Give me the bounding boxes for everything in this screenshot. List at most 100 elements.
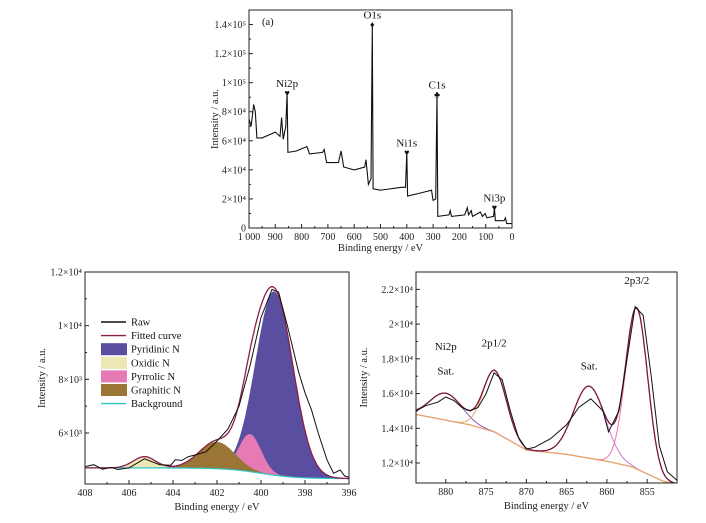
component-area-graphitic-n (85, 441, 349, 479)
y-tick-label: 1.2×10⁴ (50, 268, 82, 279)
x-tick-label: 100 (478, 232, 493, 243)
component-area-pyridinic-n (85, 291, 349, 479)
y-tick-label: 2×10⁴ (389, 320, 414, 331)
legend-label: Pyridinic N (131, 345, 180, 356)
component-curve-0 (416, 392, 676, 483)
plot-frame (248, 9, 513, 229)
fitted-curve (85, 286, 349, 480)
legend-color-swatch (101, 370, 127, 383)
peak-label: C1s (428, 79, 445, 91)
survey-spectrum-line (249, 24, 512, 225)
x-tick-label: 875 (479, 487, 494, 498)
peak-label: Ni2p (435, 341, 458, 353)
x-tick-label: 900 (268, 232, 283, 243)
y-tick-label: 1.4×10⁵ (214, 20, 246, 31)
x-axis-label: Binding energy / eV (174, 502, 260, 513)
diamond-marker-icon: ♦ (370, 20, 375, 30)
y-tick-label: 1×10⁴ (58, 321, 83, 332)
heart-marker-icon: ♥ (404, 147, 409, 157)
peak-annotations: ♦O1s♥Ni2p♣C1s♥Ni1s♥Ni3p (275, 8, 507, 213)
chart-panel-1: 408 406 404 402 400 398 396 6×10³ 8×10³ 1×10⁴ 1.2×… (37, 268, 357, 514)
peak-label: 2p1/2 (482, 338, 507, 350)
y-tick-label: 6×10⁴ (222, 136, 247, 147)
x-tick-label: 500 (373, 232, 388, 243)
y-tick-label: 6×10³ (58, 429, 82, 440)
x-axis-label: Binding energy / eV (338, 243, 424, 254)
x-tick-label: 400 (254, 488, 269, 499)
plot-frame (415, 271, 678, 484)
x-tick-label: 404 (166, 488, 181, 499)
peak-label: Sat. (437, 365, 454, 377)
legend-label: Pyrrolic N (131, 372, 175, 383)
y-tick-label: 2×10⁴ (222, 194, 247, 205)
legend-label: Fitted curve (131, 331, 182, 342)
x-axis-label: Binding energy / eV (504, 501, 590, 512)
panel-label: (a) (262, 17, 274, 28)
legend-item: Background (101, 399, 183, 410)
x-tick-label: 860 (599, 487, 614, 498)
x-tick-label: 200 (452, 232, 467, 243)
peak-label: 2p3/2 (624, 275, 649, 287)
y-axis-label: Intensity / a.u. (37, 348, 48, 408)
raw-data-line (85, 288, 349, 478)
x-tick-label: 398 (298, 488, 313, 499)
legend-color-swatch (101, 384, 127, 396)
x-tick-label: 406 (122, 488, 137, 499)
peak-label: Ni1s (396, 137, 417, 149)
x-tick-label: 800 (294, 232, 309, 243)
x-tick-label: 880 (438, 487, 453, 498)
peak-annotations: Ni2p Sat. 2p1/2 Sat. 2p3/2 (434, 274, 651, 379)
background-line (416, 413, 676, 483)
legend-item: Fitted curve (101, 331, 182, 342)
x-tick-label: 400 (399, 232, 414, 243)
y-tick-label: 0 (241, 224, 246, 235)
y-tick-label: 1.6×10⁴ (381, 389, 413, 400)
plot-area (85, 286, 349, 480)
legend-label: Background (131, 399, 183, 410)
legend-item: Pyrrolic N (101, 370, 175, 383)
legend-label: Oxidic N (131, 358, 170, 369)
component-curve-1 (416, 369, 676, 483)
legend-item: Raw (101, 318, 151, 329)
component-curve-3 (416, 307, 677, 483)
legend-item: Pyridinic N (101, 343, 180, 356)
peak-label: Ni3p (483, 193, 506, 205)
y-tick-label: 2.2×10⁴ (381, 285, 413, 296)
chart-panel-0: 1 000 900 800 700 600 500 400 300 200 100 002×10⁴4… (210, 8, 515, 254)
y-tick-label: 1.8×10⁴ (381, 354, 413, 365)
heart-marker-icon: ♥ (492, 203, 497, 213)
x-tick-label: 865 (559, 487, 574, 498)
legend-label: Graphitic N (131, 386, 181, 397)
x-tick-label: 1 000 (238, 232, 261, 243)
legend-color-swatch (101, 356, 127, 369)
legend-item: Oxidic N (101, 356, 170, 369)
club-marker-icon: ♣ (434, 89, 440, 99)
y-axis-label: Intensity / a.u. (210, 89, 221, 149)
plot-area (416, 305, 677, 483)
x-tick-label: 870 (519, 487, 534, 498)
fitted-curve (416, 306, 677, 483)
y-tick-label: 1.2×10⁵ (214, 49, 246, 60)
heart-marker-icon: ♥ (284, 88, 289, 98)
x-tick-label: 408 (78, 488, 93, 499)
peak-label: O1s (363, 10, 381, 22)
component-area-oxidic-n (85, 456, 349, 479)
x-tick-label: 600 (347, 232, 362, 243)
x-tick-label: 700 (320, 232, 335, 243)
legend-item: Graphitic N (101, 384, 181, 397)
x-tick-label: 855 (640, 487, 655, 498)
x-tick-label: 396 (342, 488, 357, 499)
y-tick-label: 4×10⁴ (222, 165, 247, 176)
plot-area (249, 24, 512, 225)
x-tick-label: 300 (426, 232, 441, 243)
y-tick-label: 1.4×10⁴ (381, 424, 413, 435)
y-tick-label: 1.2×10⁴ (381, 459, 413, 470)
legend-label: Raw (131, 318, 151, 329)
y-axis-label: Intensity / a.u. (359, 347, 370, 407)
y-tick-label: 8×10⁴ (222, 107, 247, 118)
legend-color-swatch (101, 343, 127, 356)
y-tick-label: 1×10⁵ (222, 78, 246, 89)
x-tick-label: 0 (510, 232, 515, 243)
legend: Raw Fitted curve Pyridinic N Oxidic N Pyrrol… (101, 318, 183, 410)
